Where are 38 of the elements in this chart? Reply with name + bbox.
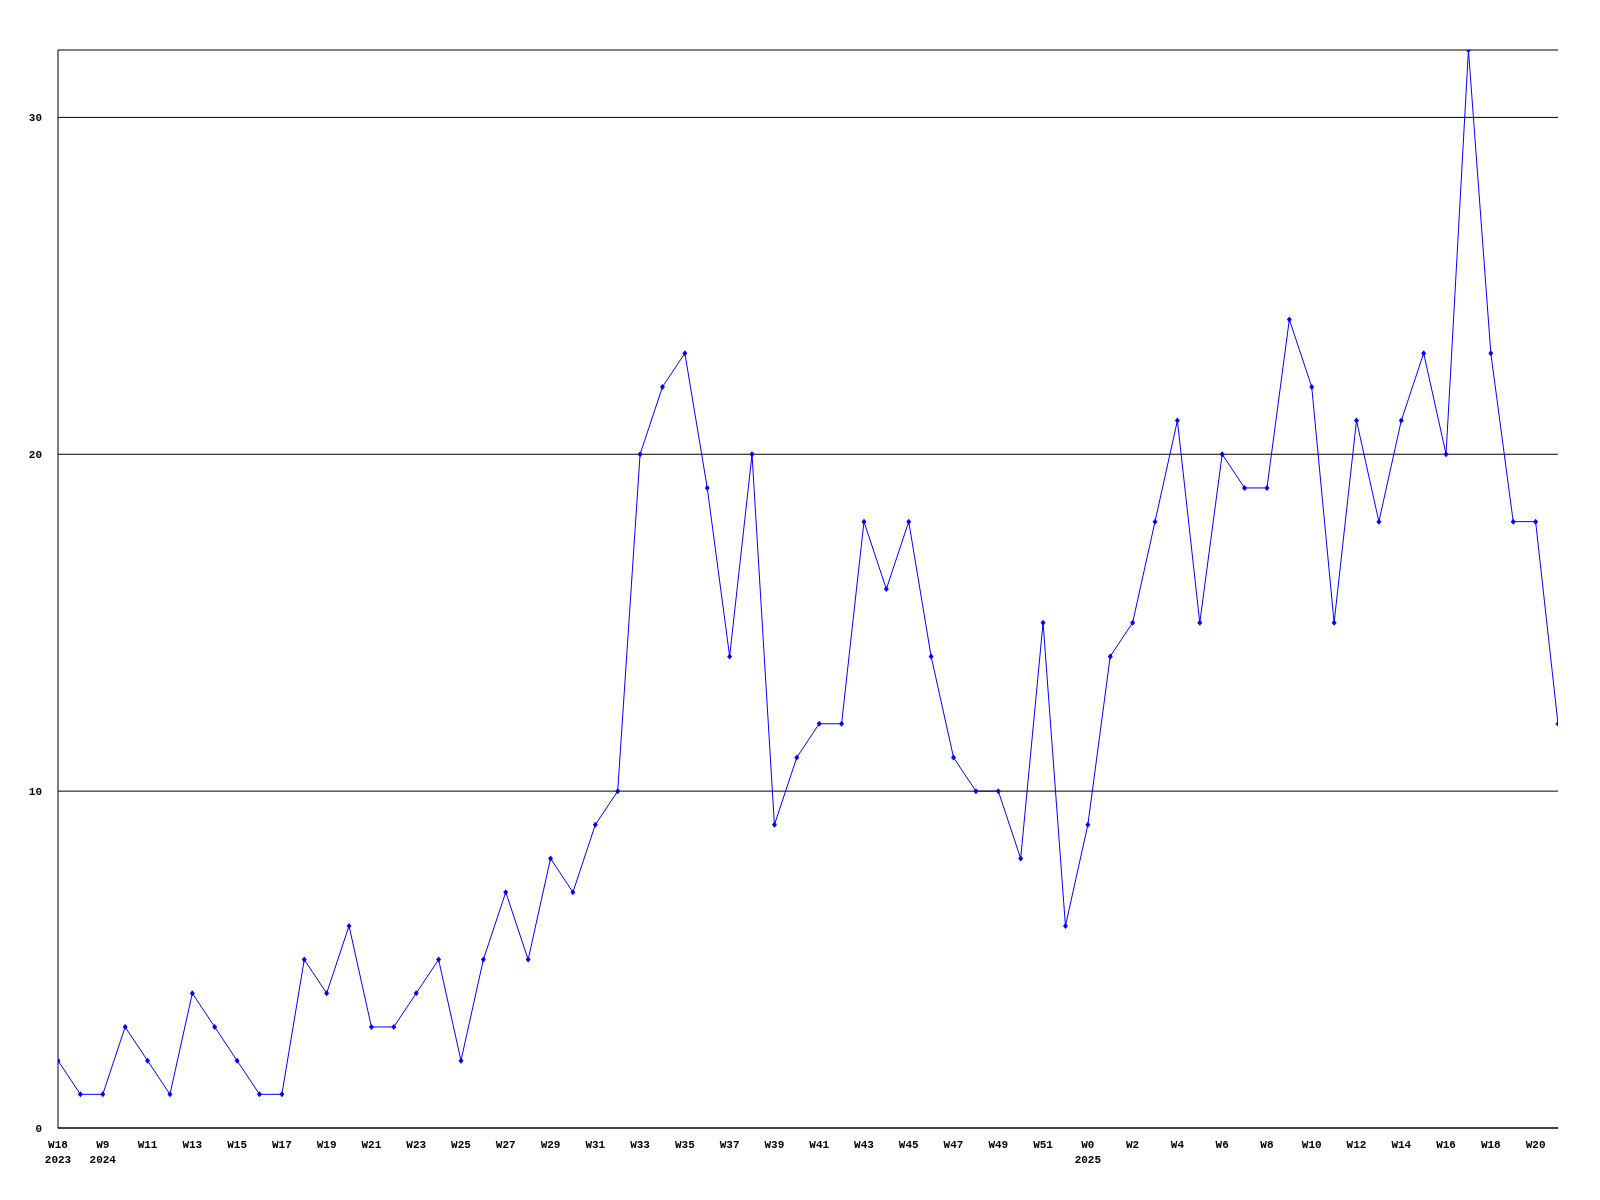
x-tick-label: W19 — [316, 1139, 337, 1151]
x-tick-label: W14 — [1391, 1139, 1412, 1151]
x-tick-label: W15 — [227, 1139, 248, 1151]
x-tick-label: W33 — [630, 1139, 651, 1151]
y-tick-label: 10 — [28, 786, 42, 799]
x-tick-label: W31 — [585, 1139, 606, 1151]
x-tick-label: W20 — [1525, 1139, 1546, 1151]
x-tick-label: W37 — [719, 1139, 740, 1151]
x-tick-label: W4 — [1170, 1139, 1185, 1151]
x-tick-label: W18 2023 — [44, 1139, 72, 1166]
x-tick-label: W9 2024 — [89, 1139, 117, 1166]
x-tick-label: W6 — [1215, 1139, 1229, 1151]
y-tick-label: 20 — [28, 449, 42, 462]
x-tick-label: W23 — [406, 1139, 427, 1151]
x-tick-label: W27 — [495, 1139, 516, 1151]
x-tick-label: W2 — [1126, 1139, 1140, 1151]
x-tick-label: W43 — [854, 1139, 875, 1151]
x-tick-label: W41 — [809, 1139, 830, 1151]
y-tick-label: 0 — [35, 1122, 42, 1135]
x-tick-label: W8 — [1260, 1139, 1274, 1151]
x-tick-label: W13 — [182, 1139, 203, 1151]
x-tick-label: W35 — [674, 1139, 696, 1151]
x-tick-label: W21 — [361, 1139, 382, 1151]
x-tick-label: W12 — [1346, 1139, 1367, 1151]
x-tick-label: W10 — [1301, 1139, 1322, 1151]
x-tick-label: W25 — [451, 1139, 472, 1151]
x-tick-label: W16 — [1436, 1139, 1456, 1151]
x-tick-label: W45 — [898, 1139, 920, 1151]
x-tick-label: W47 — [943, 1139, 964, 1151]
x-tick-label: W0 2025 — [1074, 1139, 1102, 1166]
x-tick-label: W11 — [137, 1139, 158, 1151]
x-tick-label: W29 — [540, 1139, 561, 1151]
x-tick-label: W49 — [988, 1139, 1009, 1151]
x-tick-label: W18 — [1480, 1139, 1502, 1151]
x-tick-label: W51 — [1033, 1139, 1054, 1151]
x-tick-label: W39 — [764, 1139, 785, 1151]
x-tick-label: W17 — [271, 1139, 292, 1151]
y-tick-label: 30 — [28, 112, 42, 125]
